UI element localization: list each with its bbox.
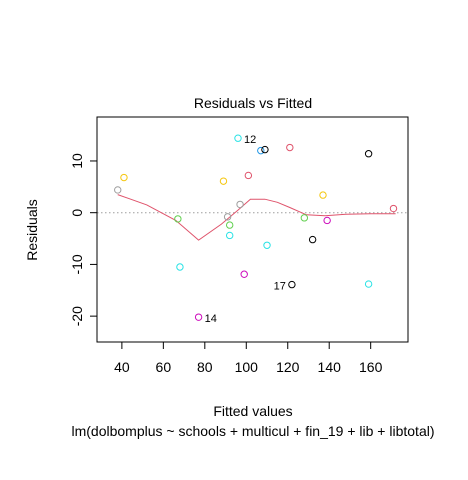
x-tick-label: 160 <box>359 359 383 375</box>
residual-point <box>114 186 122 194</box>
residual-point <box>176 263 184 271</box>
x-tick-label: 120 <box>276 359 300 375</box>
x-axis-label: Fitted values <box>213 403 292 419</box>
outlier-label: 12 <box>244 134 256 146</box>
residual-point <box>194 313 203 321</box>
plot-frame <box>96 116 409 343</box>
x-tick-label: 60 <box>156 359 172 375</box>
residual-point <box>236 200 244 209</box>
residual-point <box>319 191 327 199</box>
x-tick-label: 40 <box>114 359 130 375</box>
residual-point <box>308 235 317 244</box>
y-axis-label: Residuals <box>24 199 40 260</box>
smoother-line <box>117 194 396 241</box>
residual-point <box>300 214 309 222</box>
residual-point <box>120 173 128 182</box>
residual-point <box>364 150 373 158</box>
x-tick-label: 140 <box>318 359 342 375</box>
residual-point <box>263 241 271 249</box>
residual-point <box>323 216 331 225</box>
residual-point <box>174 215 182 223</box>
residual-point <box>389 204 398 213</box>
outlier-label: 17 <box>274 281 286 293</box>
residual-point <box>244 171 253 180</box>
x-tick-label: 80 <box>197 359 213 375</box>
outlier-label: 14 <box>205 313 217 325</box>
y-tick-label: -10 <box>69 254 85 274</box>
residual-point <box>288 280 296 289</box>
y-tick-label: 0 <box>69 209 85 217</box>
residual-point <box>234 134 242 142</box>
residual-point <box>286 143 294 152</box>
chart-title: Residuals vs Fitted <box>194 95 312 111</box>
residual-point <box>223 213 232 221</box>
residual-point <box>219 177 228 185</box>
x-tick-label: 100 <box>235 359 259 375</box>
residual-point <box>257 146 265 155</box>
y-tick-label: -20 <box>69 306 85 326</box>
residual-point <box>225 221 234 229</box>
residual-point <box>261 145 269 154</box>
residual-point <box>225 231 234 240</box>
y-tick-label: 10 <box>69 153 85 169</box>
model-formula-label: lm(dolbomplus ~ schools + multicul + fin… <box>71 423 434 439</box>
plot-area: 40 60 80 100 120 140 160 -20 -10 0 10 12 14 17 <box>69 116 409 375</box>
residual-point <box>364 280 373 288</box>
residual-point <box>240 270 248 278</box>
